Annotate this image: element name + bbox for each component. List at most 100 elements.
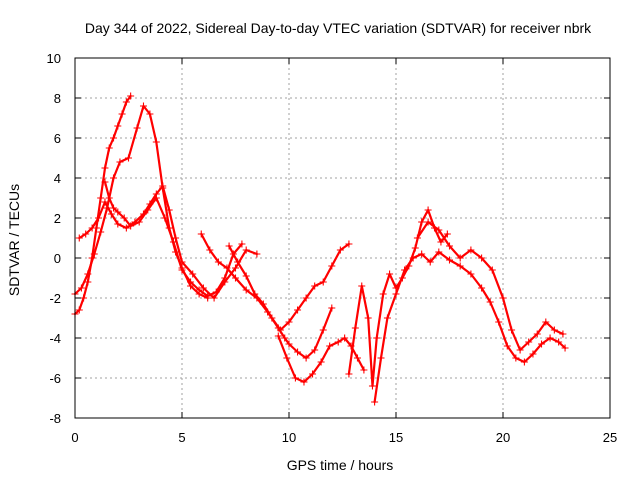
data-point-marker xyxy=(116,158,124,166)
x-tick-label: 0 xyxy=(71,430,78,445)
data-point-marker xyxy=(197,230,205,238)
data-point-marker xyxy=(424,218,432,226)
data-point-marker xyxy=(107,210,115,218)
data-point-marker xyxy=(512,354,520,362)
data-point-marker xyxy=(508,326,516,334)
data-point-marker xyxy=(435,248,443,256)
data-point-marker xyxy=(542,318,550,326)
data-point-marker xyxy=(418,218,426,226)
data-point-marker xyxy=(561,344,569,352)
data-point-marker xyxy=(178,266,186,274)
data-point-marker xyxy=(232,264,239,272)
y-tick-label: 8 xyxy=(54,91,61,106)
data-point-marker xyxy=(206,246,214,254)
data-point-marker xyxy=(328,262,336,270)
y-tick-label: -8 xyxy=(49,411,61,426)
plot-frame xyxy=(74,57,611,419)
series-track-a xyxy=(71,92,135,318)
data-point-marker xyxy=(478,284,486,292)
data-point-marker xyxy=(294,306,302,314)
data-point-marker xyxy=(520,358,528,366)
x-tick-label: 15 xyxy=(389,430,403,445)
data-point-marker xyxy=(285,318,293,326)
data-point-marker xyxy=(195,286,203,294)
data-point-marker xyxy=(413,234,421,242)
data-point-marker xyxy=(101,178,109,186)
series-track-c xyxy=(75,182,261,302)
data-point-marker xyxy=(127,92,135,100)
data-point-marker xyxy=(467,270,475,278)
data-point-marker xyxy=(529,350,537,358)
data-point-marker xyxy=(214,258,222,266)
data-point-marker xyxy=(319,278,327,286)
data-point-marker xyxy=(238,240,246,248)
data-point-marker xyxy=(204,292,212,300)
data-point-marker xyxy=(351,324,359,332)
data-point-marker xyxy=(221,274,229,282)
data-point-marker xyxy=(281,334,289,342)
data-point-marker xyxy=(97,228,105,236)
data-point-marker xyxy=(446,242,453,250)
data-point-marker xyxy=(311,346,319,354)
data-point-marker xyxy=(135,218,143,226)
data-point-marker xyxy=(319,326,327,334)
data-point-marker xyxy=(302,354,310,362)
data-point-marker xyxy=(84,270,92,278)
data-point-marker xyxy=(383,314,391,322)
data-point-marker xyxy=(446,256,453,264)
data-point-marker xyxy=(291,374,299,382)
data-point-marker xyxy=(371,398,379,406)
data-point-marker xyxy=(259,300,267,308)
data-point-marker xyxy=(232,274,239,282)
y-tick-label: -4 xyxy=(49,331,61,346)
grid xyxy=(75,58,610,418)
data-point-marker xyxy=(199,284,207,292)
data-point-marker xyxy=(353,354,361,362)
data-point-marker xyxy=(225,242,233,250)
data-point-marker xyxy=(242,286,250,294)
data-point-marker xyxy=(488,266,496,274)
data-point-marker xyxy=(274,332,282,340)
data-point-marker xyxy=(368,382,376,390)
data-point-marker xyxy=(122,98,130,106)
series-track-j xyxy=(413,218,567,354)
data-point-marker xyxy=(276,326,284,334)
data-point-marker xyxy=(437,238,445,246)
data-point-marker xyxy=(187,278,195,286)
y-tick-label: 0 xyxy=(54,251,61,266)
x-tick-label: 10 xyxy=(282,430,296,445)
data-series xyxy=(71,92,569,406)
data-point-marker xyxy=(242,246,250,254)
data-point-marker xyxy=(377,354,385,362)
data-point-marker xyxy=(253,250,261,258)
data-point-marker xyxy=(161,214,169,222)
data-point-marker xyxy=(146,110,154,118)
data-point-marker xyxy=(559,330,567,338)
data-point-marker xyxy=(546,334,554,342)
data-point-marker xyxy=(418,250,426,258)
data-point-marker xyxy=(122,224,130,232)
y-tick-label: -2 xyxy=(49,291,61,306)
data-point-marker xyxy=(409,254,417,262)
data-point-marker xyxy=(152,194,160,202)
y-axis-label: SDTVAR / TECUs xyxy=(6,184,22,296)
data-point-marker xyxy=(152,138,160,146)
data-point-marker xyxy=(467,246,475,254)
data-point-marker xyxy=(88,224,96,232)
data-point-marker xyxy=(101,198,109,206)
data-point-marker xyxy=(386,270,394,278)
data-point-marker xyxy=(95,214,103,222)
data-point-marker xyxy=(486,298,494,306)
data-point-marker xyxy=(302,294,310,302)
data-point-marker xyxy=(336,246,344,254)
data-point-marker xyxy=(82,230,90,238)
series-track-f xyxy=(225,240,353,334)
data-point-marker xyxy=(77,284,85,292)
data-point-marker xyxy=(97,194,105,202)
data-point-marker xyxy=(223,264,231,272)
data-point-marker xyxy=(516,346,524,354)
y-tick-label: 4 xyxy=(54,171,61,186)
data-point-marker xyxy=(127,222,135,230)
data-point-marker xyxy=(90,250,98,258)
